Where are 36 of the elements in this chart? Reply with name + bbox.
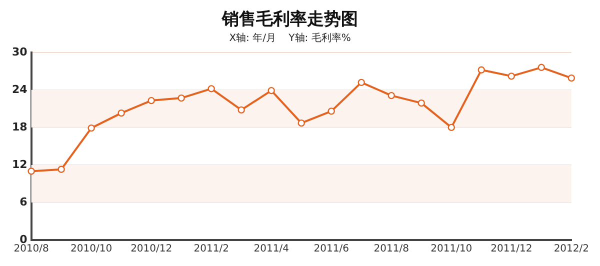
x-tick-label: 2010/10 — [70, 244, 112, 255]
x-tick-label: 2012/2 — [554, 244, 590, 255]
point — [268, 86, 275, 94]
point — [538, 64, 546, 72]
y-tick-label: 30 — [12, 45, 28, 58]
point — [568, 74, 576, 82]
y-tick-label: 12 — [12, 158, 28, 171]
point — [418, 99, 425, 107]
point — [478, 66, 485, 74]
point — [28, 168, 35, 175]
point — [118, 109, 125, 117]
point — [208, 85, 215, 92]
x-tick-label: 2011/12 — [490, 244, 532, 255]
x-tick-label: 2011/4 — [254, 244, 289, 255]
x-tick-label: 2011/10 — [430, 244, 472, 255]
point — [328, 108, 335, 115]
point — [178, 94, 185, 102]
y-tick-label: 6 — [20, 195, 28, 208]
chart-title: 销售毛利率走势图 — [221, 10, 358, 30]
point — [448, 124, 455, 132]
x-tick-label: 2010/8 — [14, 244, 49, 255]
chart-subtitle: X轴: 年/月 Y轴: 毛利率% — [229, 32, 351, 44]
point — [388, 92, 395, 100]
y-tick-label: 18 — [12, 120, 28, 134]
point — [148, 96, 155, 104]
x-tick-label: 2011/2 — [194, 244, 229, 255]
y-tick-label: 24 — [12, 82, 28, 96]
point — [238, 106, 245, 114]
point — [298, 119, 305, 127]
x-tick-label: 2010/12 — [130, 244, 172, 255]
point — [58, 166, 65, 173]
point — [88, 124, 95, 132]
x-tick-label: 2011/8 — [374, 244, 409, 255]
point — [358, 78, 365, 86]
point — [508, 72, 515, 80]
x-tick-label: 2011/6 — [314, 244, 349, 255]
